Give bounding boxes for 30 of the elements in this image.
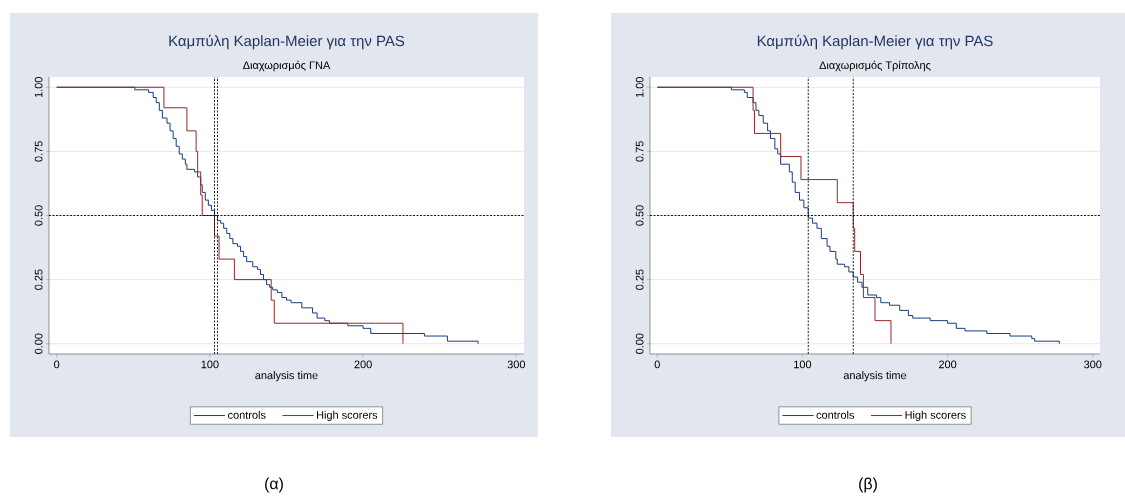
chart-title: Καμπύλη Kaplan-Meier για την PAS xyxy=(757,34,993,50)
x-tick-label: 200 xyxy=(354,360,372,369)
y-tick-label: 0.75 xyxy=(34,141,43,162)
legend-label: High scorers xyxy=(317,410,378,422)
x-tick-label: 0 xyxy=(654,360,660,369)
x-tick-label: 100 xyxy=(794,360,812,369)
x-tick-label: 0 xyxy=(54,360,60,369)
y-tick-label: 0.00 xyxy=(34,333,43,354)
y-tick-label: 0.25 xyxy=(34,269,43,290)
y-tick-label: 1.00 xyxy=(635,77,644,98)
x-axis-title: analysis time xyxy=(255,371,318,382)
text: (α) xyxy=(265,477,283,493)
chart-subtitle: Διαχωρισμός ΓΝΑ xyxy=(243,60,331,72)
y-tick-label: 0.25 xyxy=(635,269,644,290)
legend-label: controls xyxy=(816,410,855,419)
y-tick-label: 0.00 xyxy=(635,333,644,354)
y-tick-label: 0.75 xyxy=(635,141,644,162)
legend-label: High scorers xyxy=(905,410,966,422)
chart-title: Καμπύλη Kaplan-Meier για την PAS xyxy=(169,34,405,50)
x-tick-label: 200 xyxy=(938,360,957,369)
legend-label: controls xyxy=(228,410,266,419)
text: (β) xyxy=(859,477,877,493)
x-tick-label: 300 xyxy=(1084,360,1102,369)
chart-subtitle: Διαχωρισμός Τρίπολης xyxy=(819,60,931,72)
x-tick-label: 300 xyxy=(507,360,526,369)
y-tick-label: 0.50 xyxy=(34,205,43,226)
x-axis-title: analysis time xyxy=(843,371,907,382)
x-tick-label: 100 xyxy=(201,360,219,369)
y-tick-label: 0.50 xyxy=(635,205,644,226)
y-tick-label: 1.00 xyxy=(34,77,43,98)
